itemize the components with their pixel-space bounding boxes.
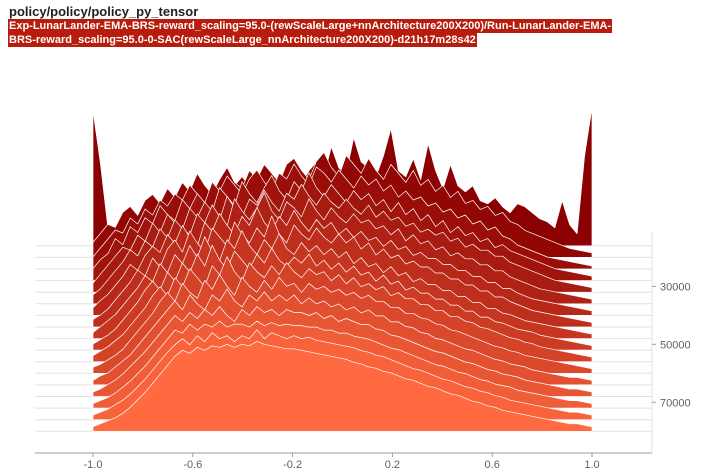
x-tick-label: 1.0 — [584, 459, 599, 471]
y-tick-label: 70000 — [660, 397, 691, 409]
y-tick-label: 50000 — [660, 339, 691, 351]
chart-title: policy/policy/policy_py_tensor — [9, 4, 199, 19]
axes: -1.0 -0.6 -0.2 0.2 0.6 1.0 30000 50000 70000 — [35, 232, 691, 471]
x-tick-label: -0.6 — [183, 459, 202, 471]
x-tick-label: -1.0 — [84, 459, 103, 471]
x-tick-label: 0.2 — [385, 459, 400, 471]
run-tag: Exp-LunarLander-EMA-BRS-reward_scaling=9… — [8, 19, 613, 47]
x-tick-label: -0.2 — [283, 459, 302, 471]
x-tick-label: 0.6 — [485, 459, 500, 471]
histogram-areas — [92, 107, 593, 432]
y-tick-label: 30000 — [660, 281, 691, 293]
histogram-slice — [92, 340, 593, 432]
